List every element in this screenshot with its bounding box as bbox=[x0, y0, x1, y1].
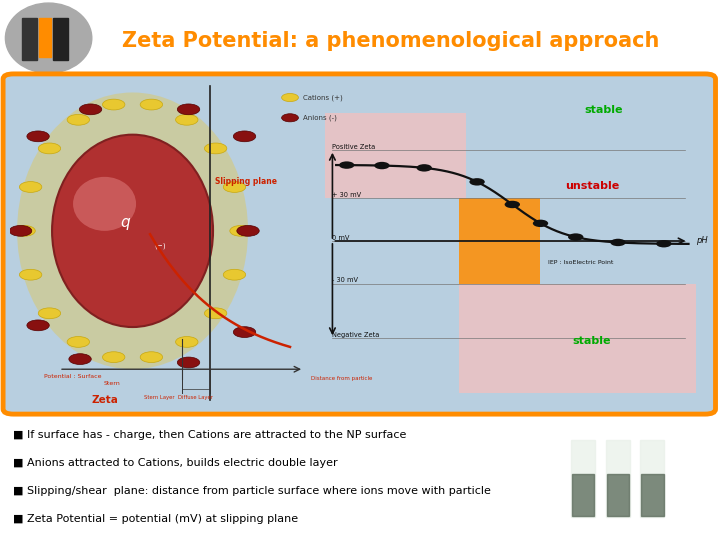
Circle shape bbox=[176, 114, 198, 125]
Circle shape bbox=[339, 161, 354, 169]
Circle shape bbox=[140, 352, 163, 362]
Text: IEP : IsoElectric Point: IEP : IsoElectric Point bbox=[547, 260, 613, 265]
Text: Cations (+): Cations (+) bbox=[302, 94, 343, 101]
Circle shape bbox=[19, 181, 42, 192]
Text: ■ Slipping/shear  plane: distance from particle surface where ions move with par: ■ Slipping/shear plane: distance from pa… bbox=[12, 486, 490, 496]
Circle shape bbox=[38, 143, 60, 154]
Text: Stern Layer: Stern Layer bbox=[144, 395, 174, 400]
Bar bbox=[641, 474, 664, 516]
Bar bbox=[571, 440, 595, 517]
Bar bbox=[606, 440, 630, 517]
Text: + 30 mV: + 30 mV bbox=[333, 192, 361, 198]
Circle shape bbox=[204, 308, 227, 319]
Circle shape bbox=[282, 93, 298, 102]
Circle shape bbox=[223, 269, 246, 280]
Text: Negative Zeta: Negative Zeta bbox=[333, 332, 380, 338]
Text: $q$: $q$ bbox=[120, 216, 131, 232]
Bar bbox=[22, 18, 37, 60]
Circle shape bbox=[27, 131, 49, 141]
Bar bbox=[459, 284, 696, 393]
Text: Potential : Surface: Potential : Surface bbox=[45, 374, 102, 379]
Bar bbox=[640, 440, 665, 517]
Text: $_{(-)}$: $_{(-)}$ bbox=[154, 242, 167, 253]
Text: unstable: unstable bbox=[565, 181, 619, 191]
Circle shape bbox=[374, 162, 390, 169]
Ellipse shape bbox=[73, 177, 136, 231]
Text: Zeta: Zeta bbox=[91, 395, 118, 404]
Circle shape bbox=[67, 336, 89, 347]
FancyBboxPatch shape bbox=[3, 74, 716, 414]
Ellipse shape bbox=[52, 134, 213, 327]
Circle shape bbox=[204, 143, 227, 154]
Text: Stern: Stern bbox=[103, 381, 120, 386]
Circle shape bbox=[469, 178, 485, 186]
Text: Slipping plane: Slipping plane bbox=[215, 178, 277, 186]
Bar bbox=[39, 18, 51, 57]
Text: Zeta Potential: a phenomenological approach: Zeta Potential: a phenomenological appro… bbox=[122, 31, 660, 51]
Circle shape bbox=[611, 239, 626, 246]
Circle shape bbox=[13, 226, 35, 237]
Circle shape bbox=[223, 181, 246, 192]
Text: stable: stable bbox=[584, 105, 623, 116]
Text: Diffuse Layer: Diffuse Layer bbox=[178, 395, 213, 400]
Text: ■ Zeta Potential = potential (mV) at slipping plane: ■ Zeta Potential = potential (mV) at sli… bbox=[12, 514, 297, 524]
Text: stable: stable bbox=[573, 336, 611, 346]
Circle shape bbox=[417, 164, 432, 172]
Circle shape bbox=[656, 240, 672, 247]
Text: ■ Anions attracted to Cations, builds electric double layer: ■ Anions attracted to Cations, builds el… bbox=[12, 458, 337, 468]
Circle shape bbox=[6, 3, 92, 73]
Text: pH: pH bbox=[696, 237, 708, 246]
Bar bbox=[606, 474, 629, 516]
Circle shape bbox=[230, 226, 252, 237]
Circle shape bbox=[282, 114, 298, 122]
Circle shape bbox=[505, 201, 520, 208]
Circle shape bbox=[177, 104, 199, 115]
Circle shape bbox=[237, 226, 259, 237]
Circle shape bbox=[69, 354, 91, 364]
Text: Anions (-): Anions (-) bbox=[302, 114, 336, 121]
Circle shape bbox=[9, 226, 32, 237]
Circle shape bbox=[533, 220, 548, 227]
Circle shape bbox=[79, 104, 102, 115]
Circle shape bbox=[19, 269, 42, 280]
Circle shape bbox=[102, 352, 125, 362]
Circle shape bbox=[140, 99, 163, 110]
Circle shape bbox=[102, 99, 125, 110]
Ellipse shape bbox=[17, 92, 248, 369]
Circle shape bbox=[568, 233, 583, 241]
Text: - 30 mV: - 30 mV bbox=[333, 278, 359, 284]
Circle shape bbox=[27, 320, 49, 330]
Circle shape bbox=[67, 114, 89, 125]
Bar bbox=[325, 113, 466, 198]
Circle shape bbox=[233, 327, 256, 338]
Text: Distance from particle: Distance from particle bbox=[311, 376, 372, 381]
Circle shape bbox=[177, 357, 199, 368]
Text: ■ If surface has - charge, then Cations are attracted to the NP surface: ■ If surface has - charge, then Cations … bbox=[12, 430, 406, 440]
Circle shape bbox=[233, 131, 256, 141]
Circle shape bbox=[38, 308, 60, 319]
Text: 0 mV: 0 mV bbox=[333, 235, 350, 241]
Bar bbox=[53, 18, 68, 60]
Text: Positive Zeta: Positive Zeta bbox=[333, 144, 376, 150]
Bar bbox=[459, 198, 540, 284]
Bar bbox=[572, 474, 595, 516]
Circle shape bbox=[176, 336, 198, 347]
